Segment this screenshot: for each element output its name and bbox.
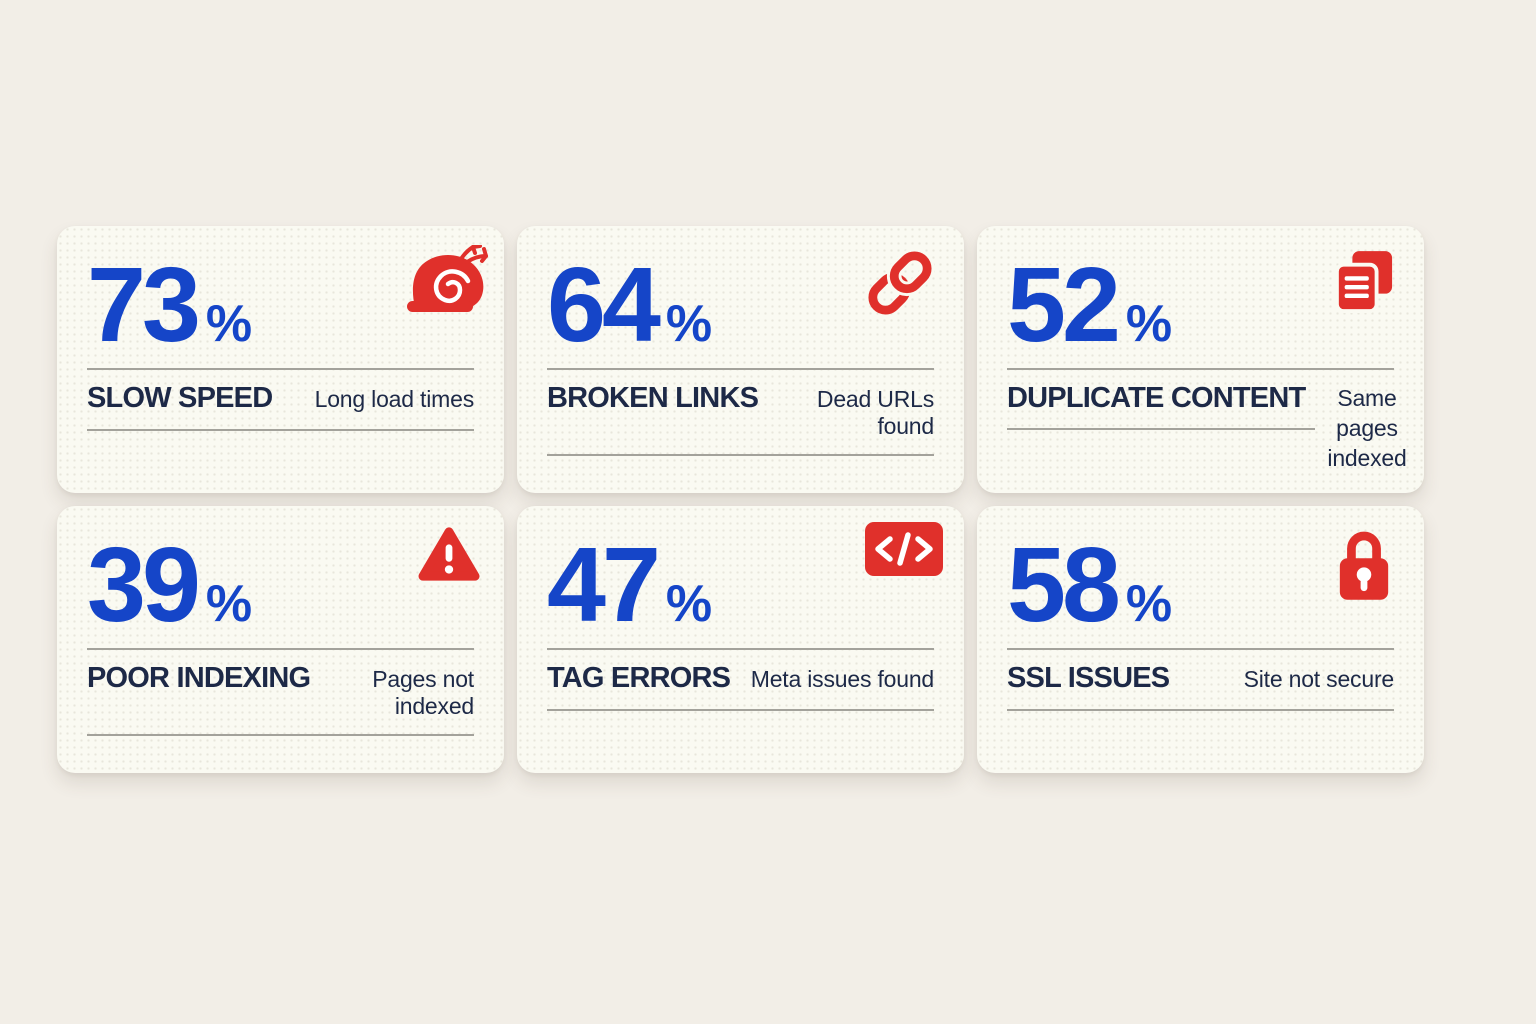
duplicate-pages-icon — [1334, 251, 1393, 314]
snail-icon — [407, 244, 488, 312]
stat-value-row: 47% — [547, 532, 934, 638]
stat-value: 52 — [1007, 246, 1121, 364]
stat-card: 58% SSL ISSUES Site not secure — [977, 506, 1424, 773]
percent-sign: % — [1125, 575, 1172, 633]
card-icon — [1335, 526, 1393, 604]
card-icon — [417, 524, 481, 584]
stat-value-row: 39% — [87, 532, 474, 638]
stat-value-row: 52% — [1007, 252, 1394, 358]
percent-sign: % — [665, 575, 712, 633]
percent-sign: % — [1125, 295, 1172, 353]
stat-title-row: SLOW SPEED Long load times — [87, 382, 474, 431]
divider-top — [547, 368, 934, 370]
stat-subtitle: Meta issues found — [750, 666, 934, 692]
percent-sign: % — [205, 295, 252, 353]
code-tag-icon — [865, 522, 943, 576]
stat-subtitle: Long load times — [314, 386, 475, 412]
stat-subtitle: Dead URLs found — [816, 386, 934, 439]
stat-title: DUPLICATE CONTENT — [1007, 382, 1316, 430]
percent-sign: % — [665, 295, 712, 353]
stat-value-row: 73% — [87, 252, 474, 358]
stat-subtitle: Site not secure — [1243, 666, 1395, 692]
divider-top — [1007, 648, 1394, 650]
stat-title-row: TAG ERRORS Meta issues found — [547, 662, 934, 711]
chain-link-icon — [868, 248, 935, 315]
stat-card: 39% POOR INDEXING Pages not indexed — [57, 506, 504, 773]
stat-title: BROKEN LINKS — [547, 382, 759, 414]
warning-triangle-icon — [418, 527, 480, 581]
card-icon — [861, 244, 939, 322]
card-icon — [865, 522, 943, 576]
stat-card: 52% DUPLICATE CONTENT Same pages indexed — [977, 226, 1424, 493]
stat-card: 64% BROKEN LINKS Dead URLs found — [517, 226, 964, 493]
stat-title: POOR INDEXING — [87, 662, 311, 694]
stat-title-row: POOR INDEXING Pages not indexed — [87, 662, 474, 736]
stat-value: 64 — [547, 246, 661, 364]
stat-value: 58 — [1007, 526, 1121, 644]
card-icon — [1334, 249, 1394, 319]
stat-title-row: DUPLICATE CONTENT Same pages indexed — [1007, 382, 1407, 474]
stat-value-row: 58% — [1007, 532, 1394, 638]
divider-top — [87, 648, 474, 650]
stat-title: SSL ISSUES — [1007, 662, 1170, 694]
divider-top — [547, 648, 934, 650]
stat-value: 39 — [87, 526, 201, 644]
lock-icon — [1339, 531, 1389, 600]
stat-title: TAG ERRORS — [547, 662, 731, 694]
stat-title-row: BROKEN LINKS Dead URLs found — [547, 382, 934, 456]
stat-card: 47% TAG ERRORS Meta issues found — [517, 506, 964, 773]
divider-top — [87, 368, 474, 370]
percent-sign: % — [205, 575, 252, 633]
stat-value: 73 — [87, 246, 201, 364]
stat-title-row: SSL ISSUES Site not secure — [1007, 662, 1394, 711]
stat-subtitle: Same pages indexed — [1327, 385, 1407, 471]
stats-grid: 73% SLOW SPEED Long load times 6 — [57, 226, 1424, 773]
stat-value: 47 — [547, 526, 661, 644]
stat-value-row: 64% — [547, 252, 934, 358]
stat-card: 73% SLOW SPEED Long load times — [57, 226, 504, 493]
divider-top — [1007, 368, 1394, 370]
card-icon — [405, 244, 489, 319]
stat-subtitle: Pages not indexed — [372, 666, 474, 719]
stat-title: SLOW SPEED — [87, 382, 273, 414]
